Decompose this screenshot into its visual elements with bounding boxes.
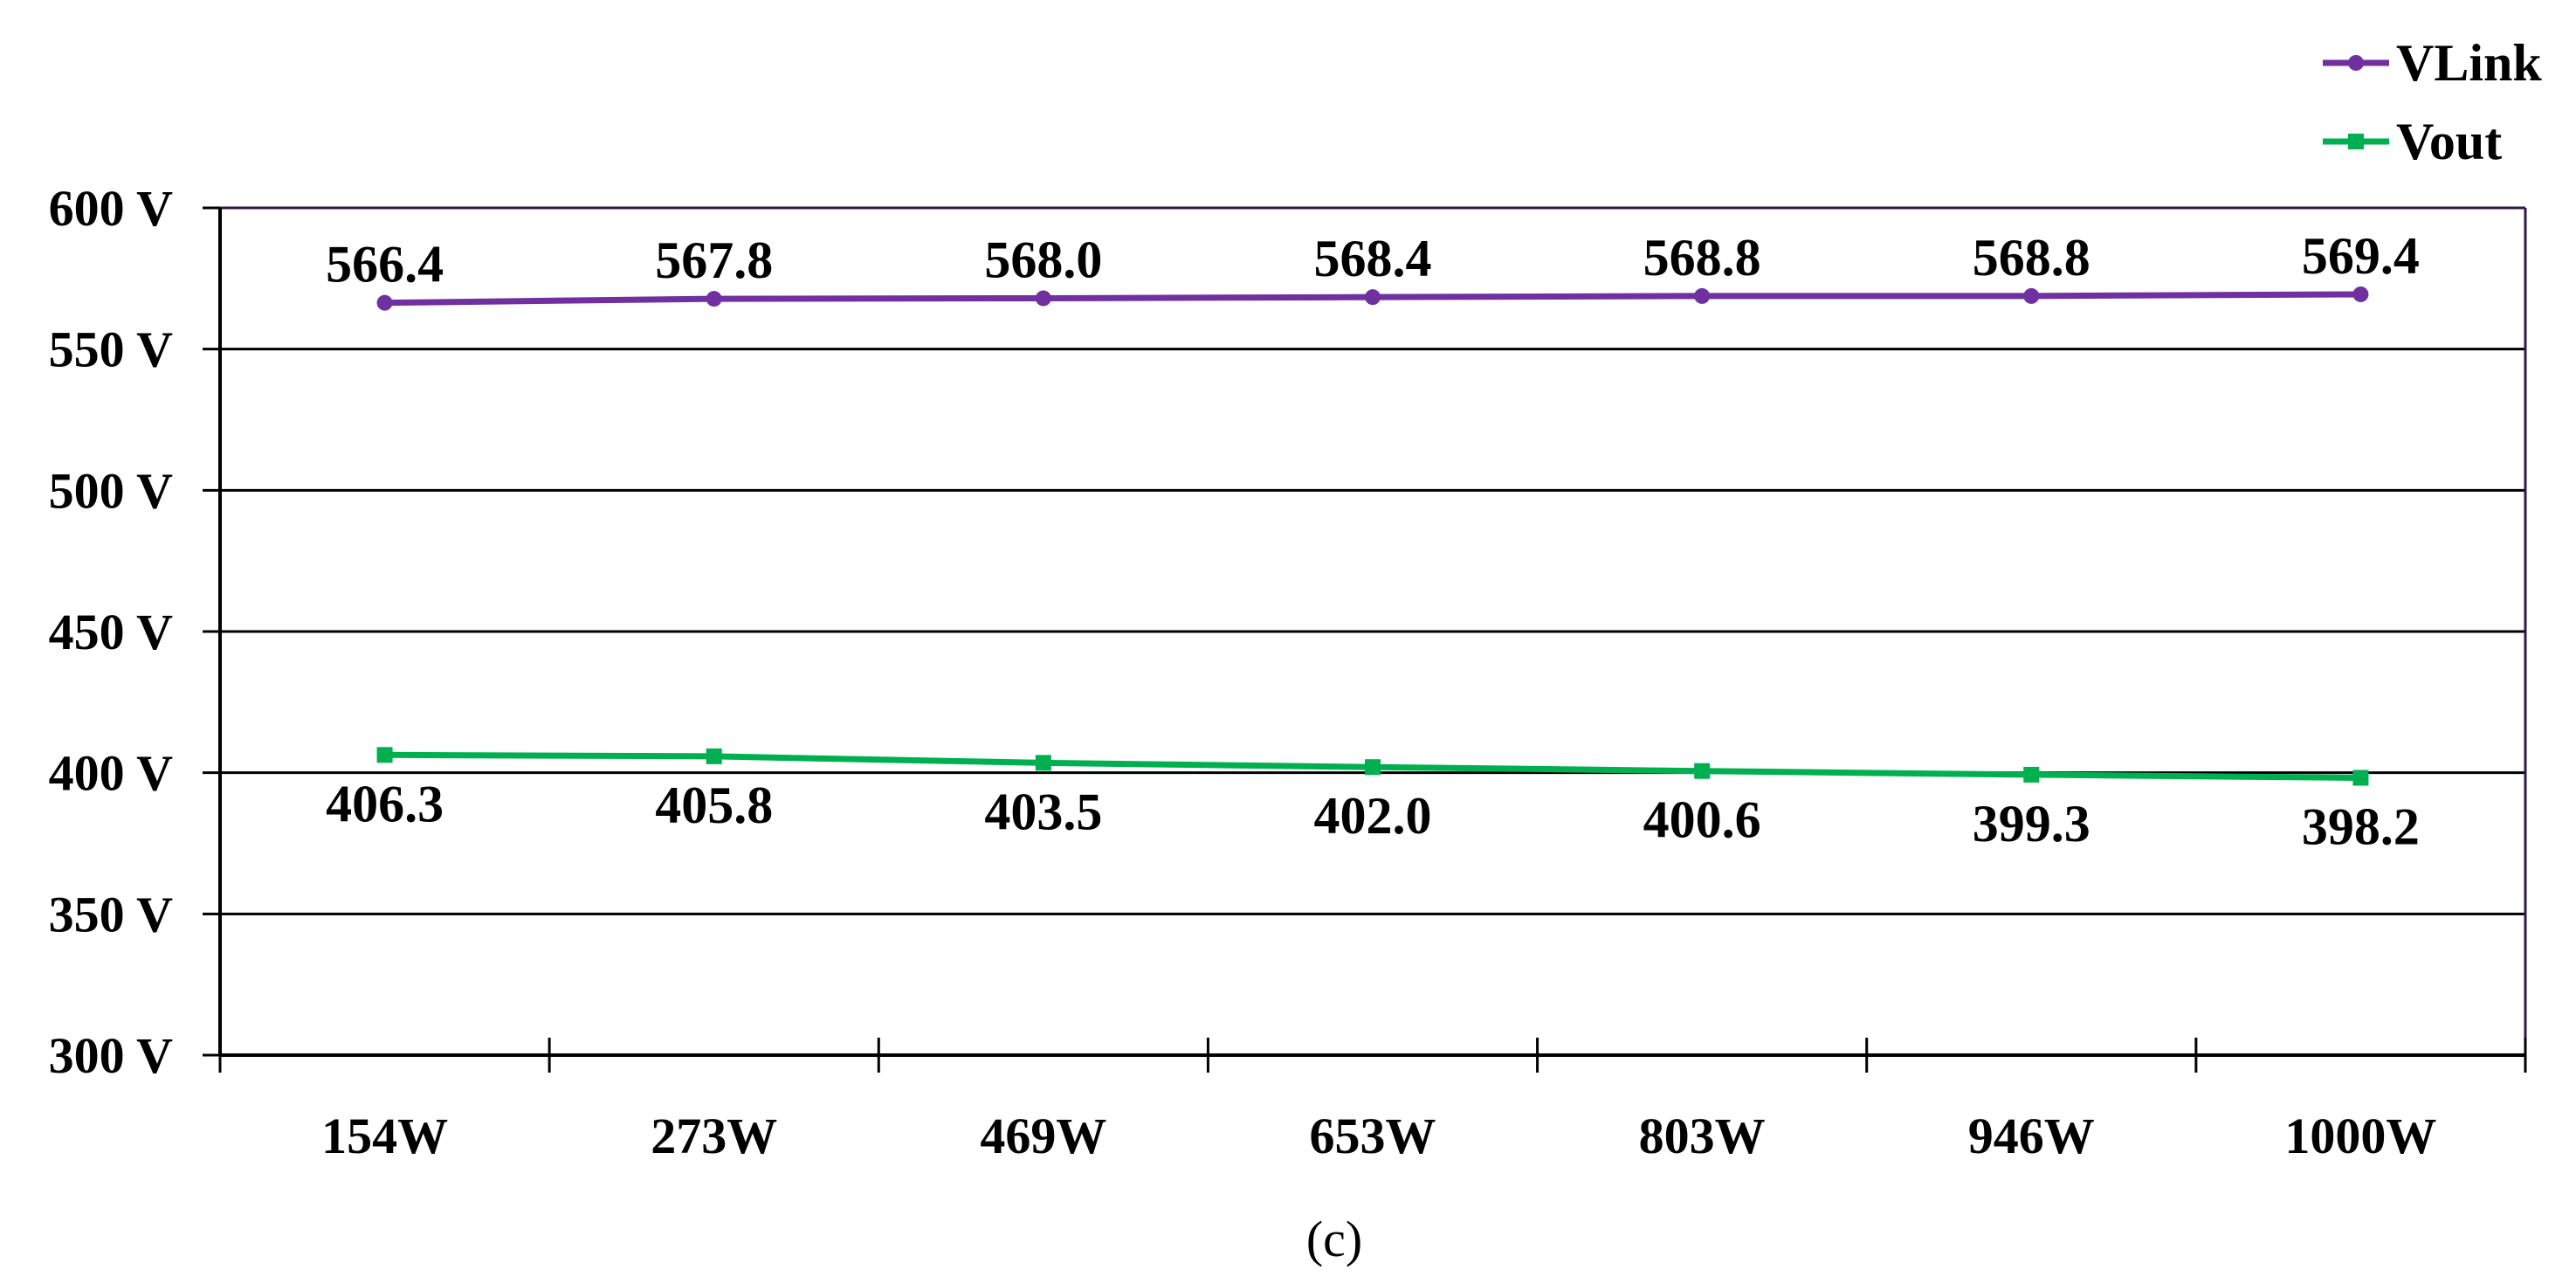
data-point-vlink	[1365, 289, 1381, 306]
data-point-vlink	[2352, 286, 2369, 302]
data-point-vout	[1035, 755, 1051, 771]
data-label-vlink: 568.0	[984, 231, 1102, 288]
y-tick-label: 400 V	[49, 745, 173, 802]
data-label-vlink: 568.8	[1973, 229, 2090, 286]
data-label-vlink: 568.4	[1314, 230, 1432, 287]
series	[376, 286, 2369, 786]
data-point-vout	[706, 748, 722, 764]
x-tick-label: 1000W	[2284, 1108, 2436, 1164]
y-tick-label: 550 V	[49, 321, 173, 378]
data-point-vout	[2352, 770, 2369, 786]
legend-label-vlink: VLink	[2396, 34, 2542, 92]
data-labels: 566.4 567.8 568.0 568.4 568.8 568.8 569.4 406.3…	[326, 227, 2420, 856]
legend-label-vout: Vout	[2396, 113, 2502, 170]
y-tick-labels: 300 V 350 V 400 V 450 V 500 V 550 V 600 V	[49, 180, 173, 1084]
data-point-vlink	[706, 291, 722, 307]
x-tick-label: 803W	[1639, 1108, 1766, 1164]
x-tick-labels: 154W 273W 469W 653W 803W 946W 1000W	[321, 1108, 2436, 1164]
data-point-vlink	[2023, 287, 2040, 304]
x-tick-label: 154W	[321, 1108, 448, 1164]
x-tick-label: 273W	[651, 1108, 777, 1164]
data-label-vout: 405.8	[655, 777, 773, 834]
x-tick-label: 946W	[1968, 1108, 2095, 1164]
y-tick-label: 500 V	[49, 462, 173, 519]
x-tick-label: 653W	[1310, 1108, 1436, 1164]
data-label-vout: 398.2	[2302, 797, 2420, 855]
data-point-vout	[1694, 763, 1711, 779]
data-label-vout: 406.3	[326, 775, 444, 832]
x-tick-label: 469W	[980, 1108, 1106, 1164]
y-tick-label: 450 V	[49, 604, 173, 660]
data-label-vlink: 566.4	[326, 236, 444, 293]
y-tick-label: 300 V	[49, 1027, 173, 1084]
data-label-vlink: 568.8	[1643, 229, 1761, 286]
legend-marker-vout	[2348, 134, 2364, 149]
y-tick-label: 600 V	[49, 180, 173, 237]
data-point-vout	[2023, 766, 2040, 783]
data-point-vlink	[376, 294, 393, 311]
data-label-vlink: 569.4	[2302, 227, 2420, 285]
data-point-vlink	[1694, 287, 1711, 304]
data-point-vout	[376, 747, 393, 763]
axes	[203, 206, 2527, 1073]
data-label-vout: 399.3	[1973, 795, 2090, 852]
data-label-vout: 400.6	[1643, 791, 1761, 849]
data-point-vout	[1365, 759, 1381, 776]
data-label-vout: 403.5	[984, 783, 1102, 840]
y-tick-label: 350 V	[49, 886, 173, 942]
data-label-vout: 402.0	[1314, 787, 1432, 845]
data-point-vlink	[1035, 290, 1051, 307]
legend: VLink Vout	[2323, 34, 2542, 170]
data-label-vlink: 567.8	[655, 231, 773, 289]
figure-caption: (c)	[1306, 1211, 1362, 1267]
legend-marker-vlink	[2348, 55, 2364, 71]
